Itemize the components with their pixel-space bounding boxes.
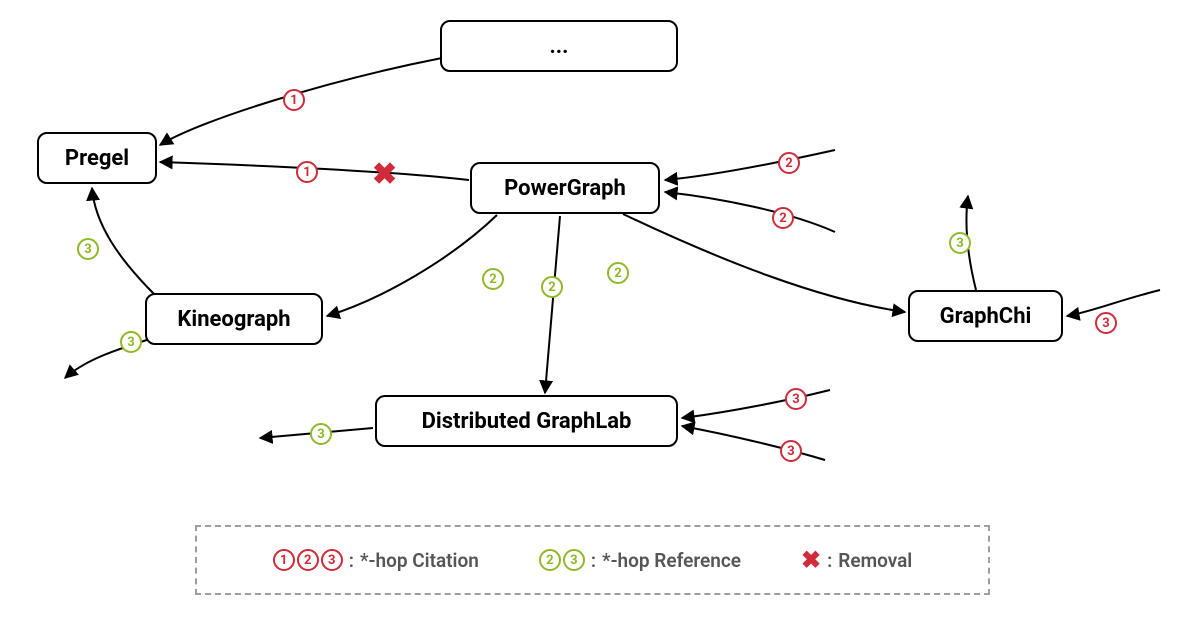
legend-label: *-hop Citation: [360, 549, 479, 572]
node-distgraphlab: Distributed GraphLab: [375, 395, 678, 447]
node-label: PowerGraph: [504, 176, 626, 201]
badge-number: 3: [84, 242, 91, 257]
reference-badge: 3: [949, 232, 971, 254]
legend-badges: 23: [539, 549, 585, 571]
node-kineograph: Kineograph: [145, 293, 323, 345]
badge-number: 1: [290, 93, 297, 108]
removal-mark: ✖: [372, 160, 397, 190]
citation-badge: 3: [321, 549, 343, 571]
badge-number: 2: [548, 280, 555, 295]
legend-label: *-hop Reference: [602, 549, 741, 572]
edge-cit3-to-graphchi: [1067, 290, 1160, 316]
badge-number: 2: [489, 272, 496, 287]
citation-badge: 1: [283, 89, 305, 111]
reference-badge: 2: [482, 268, 504, 290]
legend-item-citation: 123: *-hop Citation: [273, 549, 479, 572]
citation-badge: 2: [772, 207, 794, 229]
citation-badge: 2: [297, 549, 319, 571]
edge-kineo-pregel-ref3: [92, 188, 155, 295]
edge-cit2-a-powergraph: [665, 150, 835, 180]
node-label: ...: [549, 34, 568, 59]
node-ellipsis: ...: [440, 20, 678, 72]
removal-icon: ✖: [801, 546, 821, 574]
reference-badge: 2: [541, 276, 563, 298]
node-pregel: Pregel: [37, 132, 157, 184]
citation-badge: 3: [780, 440, 802, 462]
citation-badge: 2: [778, 152, 800, 174]
badge-number: 2: [785, 156, 792, 171]
badge-number: 2: [779, 211, 786, 226]
badge-number: 2: [614, 266, 621, 281]
legend-item-removal: ✖: Removal: [801, 546, 912, 574]
node-label: GraphChi: [940, 304, 1032, 329]
legend-item-reference: 23: *-hop Reference: [539, 549, 741, 572]
node-label: Distributed GraphLab: [422, 409, 632, 434]
diagram-stage: ... Pregel PowerGraph Kineograph GraphChi Dis…: [0, 0, 1180, 627]
legend-box: 123:*-hop Citation23:*-hop Reference✖:Re…: [195, 525, 990, 595]
legend-colon: :: [591, 549, 596, 572]
edge-powergraph-graphchi: [623, 214, 905, 312]
badge-number: 3: [956, 236, 963, 251]
reference-badge: 2: [607, 262, 629, 284]
legend-colon: :: [827, 549, 832, 572]
node-label: Kineograph: [177, 307, 290, 332]
legend-label: Removal: [838, 549, 912, 572]
node-powergraph: PowerGraph: [470, 162, 660, 214]
badge-number: 1: [303, 165, 310, 180]
badge-number: 3: [1102, 316, 1109, 331]
edge-cit2-b-powergraph: [665, 192, 835, 232]
reference-badge: 3: [563, 549, 585, 571]
reference-badge: 3: [77, 238, 99, 260]
badge-number: 3: [127, 335, 134, 350]
reference-badge: 2: [539, 549, 561, 571]
legend-badges: 123: [273, 549, 343, 571]
citation-badge: 3: [785, 388, 807, 410]
node-graphchi: GraphChi: [908, 290, 1063, 342]
edge-powergraph-dgl: [545, 216, 560, 393]
node-label: Pregel: [65, 146, 129, 171]
edge-cit3a-dgl: [682, 390, 830, 418]
reference-badge: 3: [310, 423, 332, 445]
citation-badge: 1: [296, 161, 318, 183]
edge-cit3b-dgl: [682, 426, 825, 460]
edge-powergraph-kineo: [327, 215, 497, 316]
legend-colon: :: [349, 549, 354, 572]
badge-number: 3: [787, 444, 794, 459]
citation-badge: 1: [273, 549, 295, 571]
reference-badge: 3: [120, 331, 142, 353]
badge-number: 3: [317, 427, 324, 442]
citation-badge: 3: [1095, 312, 1117, 334]
badge-number: 3: [792, 392, 799, 407]
